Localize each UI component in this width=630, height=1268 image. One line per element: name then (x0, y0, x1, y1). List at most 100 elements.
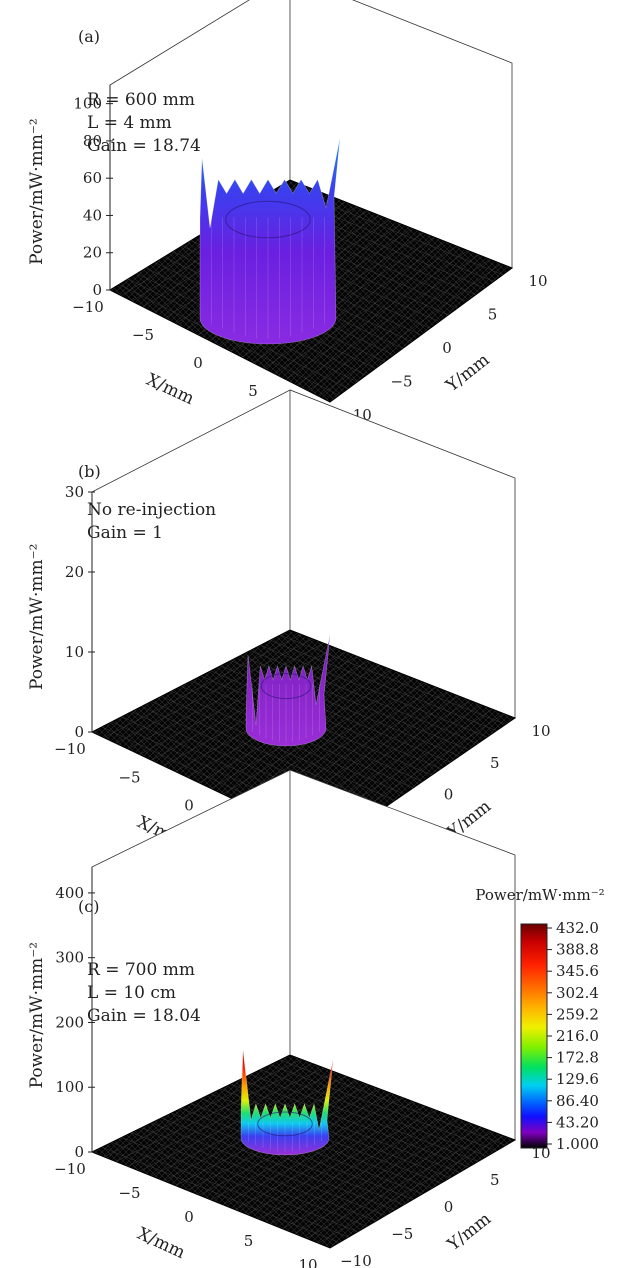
x-axis-label: X/mm (143, 370, 197, 409)
colorbar: Power/mW·mm⁻² 432.0 388.8 345.6 302.4 259.2 21… (475, 886, 604, 1153)
z-tick-label: 60 (83, 169, 102, 187)
colorbar-title: Power/mW·mm⁻² (475, 886, 604, 904)
z-tick-label: 300 (55, 949, 84, 967)
y-tick-label: 10 (528, 272, 547, 290)
floor-gridline (274, 245, 457, 375)
inner-ring (225, 200, 311, 239)
floor-gridline (220, 1088, 451, 1178)
floor-gridline (296, 254, 479, 386)
y-tick-label: −5 (391, 1225, 413, 1243)
y-tick-label: 5 (488, 306, 498, 324)
y-axis-label: Y/mm (442, 350, 494, 397)
panel-label: (a) (78, 27, 100, 46)
annotation-line: L = 10 cm (87, 983, 176, 1003)
z-tick-label: 20 (65, 563, 84, 581)
floor-gridline (294, 1127, 482, 1234)
y-tick-label: −10 (340, 1252, 372, 1268)
z-tick-label: 100 (55, 1078, 84, 1096)
z-tick-label: 80 (83, 132, 102, 150)
x-tick-label: 10 (298, 1256, 317, 1268)
x-axis-label: X/mm (134, 1224, 188, 1263)
colorbar-label: 43.20 (556, 1113, 599, 1131)
floor-gridline (307, 259, 490, 391)
y-tick-label: 5 (490, 754, 500, 772)
annotation-line: R = 700 mm (87, 960, 195, 980)
annotation-line: No re-injection (87, 500, 216, 520)
floor-gridline (317, 1135, 504, 1244)
x-tick-label: −10 (54, 1160, 86, 1178)
colorbar-label: 388.8 (556, 941, 599, 959)
floor-gridline (280, 634, 506, 725)
annotation-line: Gain = 18.74 (87, 136, 201, 156)
z-axis-label: Power/mW·mm⁻² (27, 544, 47, 690)
floor-gridline (222, 1101, 414, 1205)
colorbar-label: 129.6 (556, 1070, 599, 1088)
colorbar-label: 302.4 (556, 984, 599, 1002)
z-tick-label: 100 (73, 95, 102, 113)
annotation-line: Gain = 18.04 (87, 1006, 201, 1026)
x-tick-label: −10 (54, 740, 86, 758)
floor-gridline (263, 241, 446, 369)
annotation-line: R = 600 mm (87, 90, 195, 110)
colorbar-label: 172.8 (556, 1049, 599, 1067)
floor-gridline (250, 1074, 479, 1162)
beam-surface (199, 137, 341, 345)
x-tick-label: 0 (193, 354, 203, 372)
floor-gridline (270, 1118, 459, 1225)
floor-gridline (220, 665, 451, 763)
y-tick-label: −5 (390, 373, 412, 391)
floor-gridline (260, 645, 488, 738)
panel-label: (c) (78, 897, 99, 916)
annotation-line: Gain = 1 (87, 523, 163, 543)
y-tick-label: 10 (531, 722, 550, 740)
colorbar-label: 259.2 (556, 1005, 599, 1023)
z-tick-label: 40 (83, 206, 102, 224)
x-tick-label: 0 (184, 1208, 194, 1226)
y-tick-label: 5 (490, 1171, 500, 1189)
x-tick-label: 5 (248, 382, 258, 400)
z-tick-label: 20 (83, 244, 102, 262)
floor-gridline (318, 263, 502, 397)
floor-gridline (270, 640, 497, 731)
panel-b: 0102030−10−50510−10−50510X/mmY/mmPower/m… (27, 389, 551, 871)
floor-gridline (260, 1069, 488, 1157)
z-axis-label: Power/mW·mm⁻² (27, 942, 47, 1088)
floor-gridline (285, 250, 468, 380)
annotation-line: L = 4 mm (87, 113, 172, 133)
x-tick-label: −10 (72, 298, 104, 316)
z-tick-label: 400 (55, 884, 84, 902)
z-tick-label: 200 (55, 1013, 84, 1031)
floor-gridline (234, 682, 426, 800)
z-tick-label: 0 (74, 723, 84, 741)
floor-gridline (258, 1114, 448, 1220)
floor-gridline (282, 1122, 471, 1229)
x-tick-label: 5 (244, 1232, 254, 1250)
z-tick-label: 30 (65, 483, 84, 501)
z-tick-label: 0 (74, 1143, 84, 1161)
colorbar-label: 216.0 (556, 1027, 599, 1045)
floor-gridline (250, 650, 479, 744)
z-axis-label: Power/mW·mm⁻² (27, 118, 47, 264)
floor-gridline (246, 1110, 437, 1215)
z-tick-label: 10 (65, 643, 84, 661)
y-tick-label: 0 (444, 1198, 454, 1216)
inner-ring (260, 672, 312, 700)
inner-ring (257, 1111, 313, 1137)
x-tick-label: −5 (132, 326, 154, 344)
colorbar-gradient (520, 923, 548, 1149)
colorbar-label: 345.6 (556, 962, 599, 980)
floor-gridline (280, 1059, 506, 1146)
y-tick-label: 0 (442, 339, 452, 357)
floor-gridline (306, 1131, 493, 1239)
colorbar-label: 86.40 (556, 1092, 599, 1110)
floor-gridline (270, 1064, 497, 1151)
floor-gridline (230, 1083, 460, 1173)
x-tick-label: −5 (118, 768, 140, 786)
panel-a: 020406080100−10−50510−10−50510X/mmY/mmPo… (27, 0, 548, 428)
x-tick-label: −5 (118, 1184, 140, 1202)
colorbar-label: 432.0 (556, 919, 599, 937)
floor-gridline (234, 1105, 426, 1210)
panel-label: (b) (78, 462, 101, 481)
